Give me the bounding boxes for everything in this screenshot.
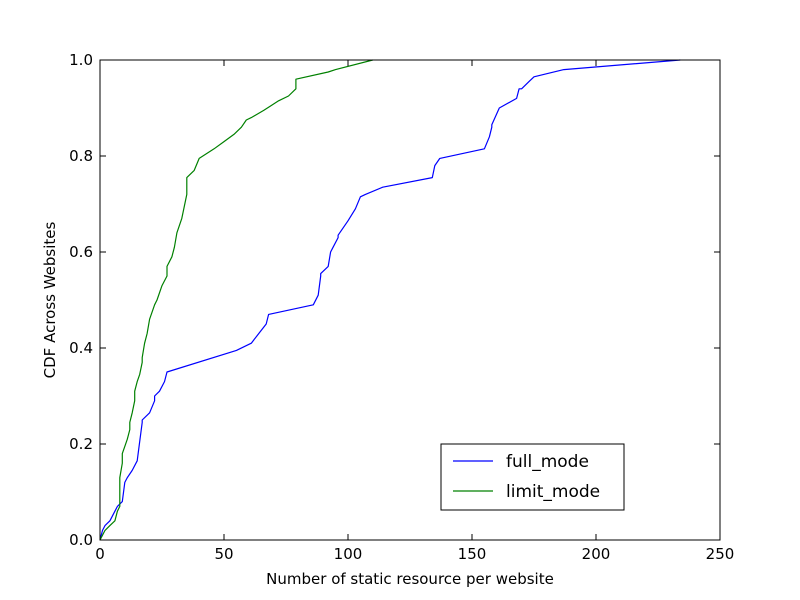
x-tick-label-0: 0	[95, 545, 105, 563]
x-tick-label-3: 150	[458, 545, 487, 563]
series-line-full-mode	[99, 59, 681, 541]
legend: full_mode limit_mode	[440, 443, 625, 511]
legend-label-limit-mode: limit_mode	[506, 482, 600, 502]
series-line-limit-mode	[99, 59, 373, 541]
series-layer	[99, 59, 681, 541]
plot-frame	[99, 59, 721, 541]
y-tick-label-5: 1.0	[69, 51, 93, 69]
y-tick-label-3: 0.6	[69, 243, 93, 261]
legend-label-full-mode: full_mode	[506, 452, 589, 472]
x-tick-label-2: 100	[334, 545, 363, 563]
legend-box	[440, 443, 625, 511]
y-tick-label-4: 0.8	[69, 147, 93, 165]
y-axis-label: CDF Across Websites	[41, 221, 59, 378]
x-tick-label-5: 250	[706, 545, 735, 563]
x-axis-label: Number of static resource per website	[266, 570, 554, 588]
y-tick-label-2: 0.4	[69, 339, 93, 357]
y-tick-label-1: 0.2	[69, 435, 93, 453]
y-tick-label-0: 0.0	[69, 531, 93, 549]
x-tick-label-1: 50	[214, 545, 233, 563]
x-tick-label-4: 200	[582, 545, 611, 563]
ticks-layer: 0 50 100 150 200 250 0.0 0.2 0.4 0.6 0.8 1.0	[69, 51, 734, 563]
